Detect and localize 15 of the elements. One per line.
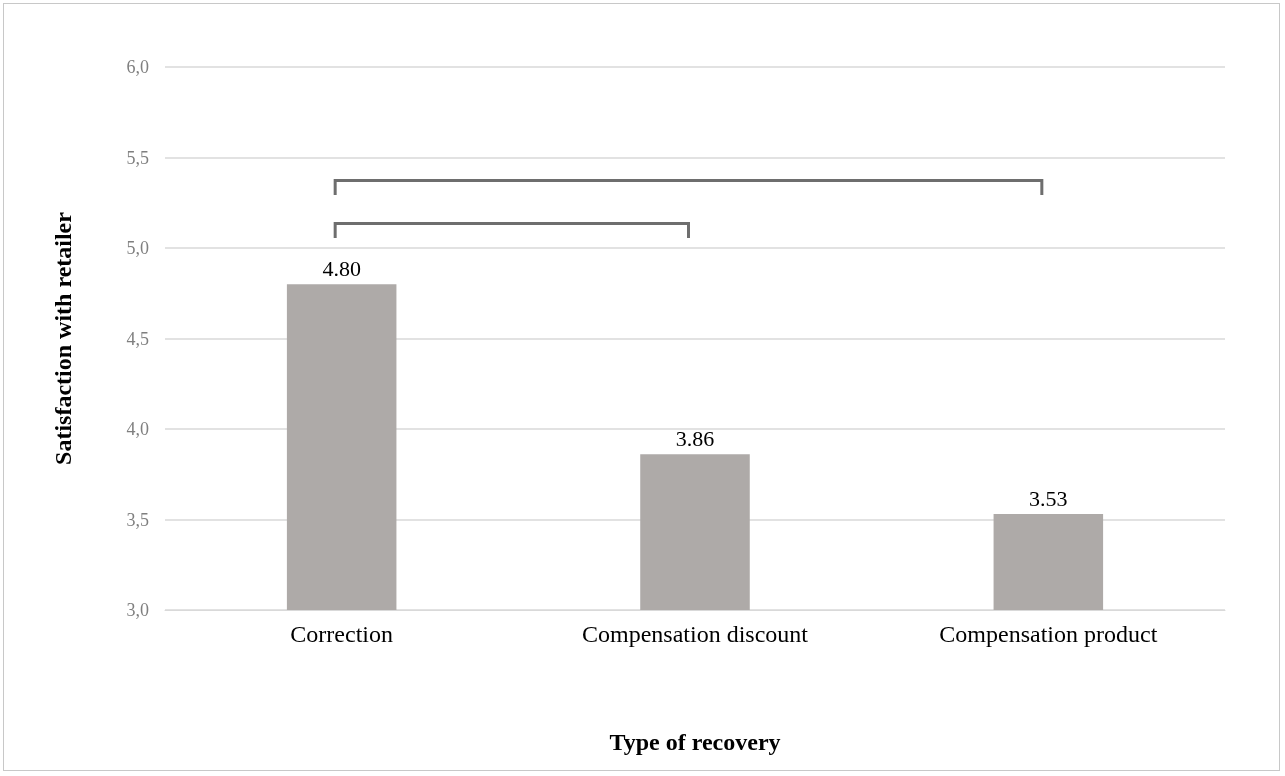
y-axis-title: Satisfaction with retailer	[50, 211, 76, 465]
y-tick-label: 4,5	[126, 328, 149, 349]
data-label: 3.53	[1029, 485, 1068, 511]
y-tick-label: 5,5	[126, 147, 149, 168]
y-tick-label: 3,0	[126, 600, 149, 620]
y-tick-label: 5,0	[126, 238, 149, 258]
x-tick-label: Correction	[290, 621, 393, 647]
x-axis-title: Type of recovery	[609, 729, 781, 755]
x-tick-label: Compensation discount	[582, 621, 809, 647]
data-label: 4.80	[322, 255, 361, 281]
y-tick-label: 6,0	[126, 57, 149, 77]
x-tick-label: Compensation product	[939, 621, 1158, 647]
data-label: 3.86	[675, 425, 715, 451]
y-tick-label: 3,5	[126, 509, 149, 530]
y-tick-label: 4,0	[126, 419, 149, 439]
